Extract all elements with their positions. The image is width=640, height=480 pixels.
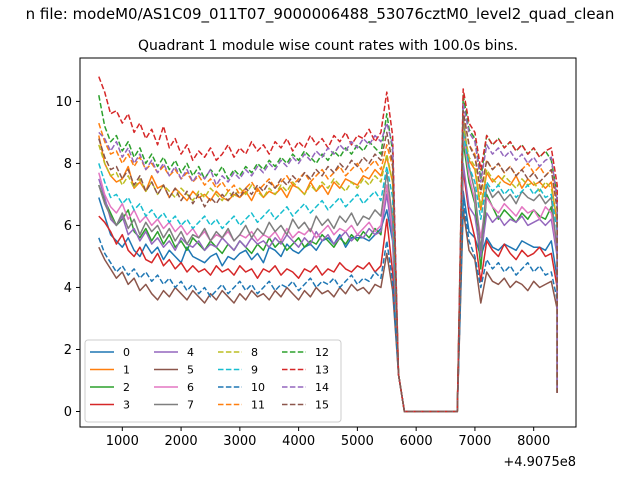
y-tick-label: 2 [64,343,72,358]
y-tick-label: 8 [64,157,72,172]
series-line-14 [98,103,558,413]
series-line-0 [98,190,558,413]
x-tick-label: 8000 [517,434,550,449]
legend-label-9: 9 [251,364,258,377]
x-tick-label: 7000 [458,434,491,449]
y-tick-label: 4 [64,281,72,296]
legend-label-4: 4 [187,346,194,359]
legend-label-6: 6 [187,381,194,394]
legend-label-11: 11 [251,399,265,412]
x-tick-label: 1000 [106,434,139,449]
legend-label-10: 10 [251,381,265,394]
legend-label-13: 13 [315,364,329,377]
x-tick-label: 6000 [400,434,433,449]
legend-label-5: 5 [187,364,194,377]
legend-label-1: 1 [123,364,130,377]
series-line-5 [98,209,558,413]
figure-suptitle: n file: modeM0/AS1C09_011T07_9000006488_… [26,5,615,24]
x-tick-label: 3000 [223,434,256,449]
x-tick-label: 2000 [165,434,198,449]
series-line-8 [98,125,558,413]
x-tick-label: 5000 [341,434,374,449]
x-tick-label: 4000 [282,434,315,449]
legend-label-2: 2 [123,381,130,394]
legend-label-14: 14 [315,381,329,394]
y-tick-label: 10 [55,95,72,110]
legend-label-15: 15 [315,399,329,412]
series-line-4 [98,162,558,413]
plot-frame [79,57,577,428]
x-offset-label: +4.9075e8 [503,455,576,470]
legend-box [84,339,342,423]
y-tick-label: 6 [64,219,72,234]
series-layer [98,76,558,413]
series-line-9 [98,131,558,413]
series-line-13 [98,76,558,413]
series-line-10 [98,199,558,413]
legend-label-3: 3 [123,399,130,412]
series-line-7 [98,116,558,413]
series-line-6 [98,131,558,413]
legend-label-12: 12 [315,346,329,359]
legend-label-0: 0 [123,346,130,359]
y-tick-label: 0 [64,405,72,420]
legend-label-7: 7 [187,399,194,412]
legend-label-8: 8 [251,346,258,359]
series-line-15 [98,109,558,413]
axes-title: Quadrant 1 module wise count rates with … [138,38,518,54]
series-line-3 [98,168,558,413]
